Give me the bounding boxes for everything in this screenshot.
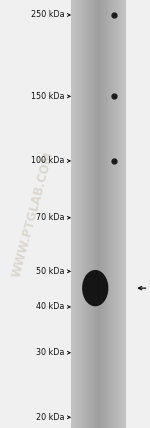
Bar: [125, 0, 126, 428]
Bar: [108, 0, 109, 428]
Text: 100 kDa: 100 kDa: [31, 157, 64, 166]
Bar: [121, 0, 123, 428]
Bar: [100, 0, 101, 428]
Bar: [97, 0, 99, 428]
Bar: [84, 0, 86, 428]
Bar: [78, 0, 79, 428]
Bar: [117, 0, 118, 428]
Bar: [70, 0, 72, 428]
Bar: [120, 0, 122, 428]
Bar: [90, 0, 91, 428]
Bar: [112, 0, 113, 428]
Text: 30 kDa: 30 kDa: [36, 348, 64, 357]
Bar: [119, 0, 120, 428]
Bar: [87, 0, 88, 428]
Bar: [115, 0, 116, 428]
Text: 20 kDa: 20 kDa: [36, 413, 64, 422]
Bar: [82, 0, 83, 428]
Bar: [108, 0, 110, 428]
Bar: [73, 0, 75, 428]
Bar: [101, 0, 102, 428]
Text: 40 kDa: 40 kDa: [36, 303, 64, 312]
Bar: [123, 0, 124, 428]
Bar: [93, 0, 94, 428]
Bar: [77, 0, 78, 428]
Bar: [96, 0, 98, 428]
Bar: [88, 0, 89, 428]
Bar: [109, 0, 111, 428]
Bar: [118, 0, 119, 428]
Bar: [86, 0, 87, 428]
Bar: [94, 0, 95, 428]
Bar: [116, 0, 117, 428]
Bar: [83, 0, 85, 428]
Bar: [85, 0, 87, 428]
Bar: [103, 0, 104, 428]
Bar: [124, 0, 125, 428]
Bar: [89, 0, 90, 428]
Bar: [72, 0, 74, 428]
Bar: [98, 0, 99, 428]
Bar: [110, 0, 111, 428]
Ellipse shape: [82, 270, 108, 306]
Bar: [80, 0, 81, 428]
Bar: [92, 0, 93, 428]
Bar: [120, 0, 121, 428]
Bar: [104, 0, 105, 428]
Bar: [94, 0, 96, 428]
Bar: [76, 0, 77, 428]
Bar: [95, 0, 97, 428]
Bar: [81, 0, 82, 428]
Text: 50 kDa: 50 kDa: [36, 267, 64, 276]
Bar: [105, 0, 106, 428]
Bar: [71, 0, 73, 428]
Bar: [113, 0, 114, 428]
Bar: [106, 0, 108, 428]
Bar: [106, 0, 107, 428]
Text: 250 kDa: 250 kDa: [31, 10, 64, 20]
Bar: [82, 0, 84, 428]
Text: 150 kDa: 150 kDa: [31, 92, 64, 101]
Bar: [114, 0, 115, 428]
Bar: [79, 0, 80, 428]
Bar: [102, 0, 103, 428]
Bar: [99, 0, 100, 428]
Bar: [75, 0, 76, 428]
Bar: [122, 0, 123, 428]
Text: WWW.PTGLAB.COM: WWW.PTGLAB.COM: [10, 150, 56, 278]
Text: 70 kDa: 70 kDa: [36, 213, 64, 222]
Bar: [74, 0, 75, 428]
Bar: [91, 0, 92, 428]
Bar: [111, 0, 112, 428]
